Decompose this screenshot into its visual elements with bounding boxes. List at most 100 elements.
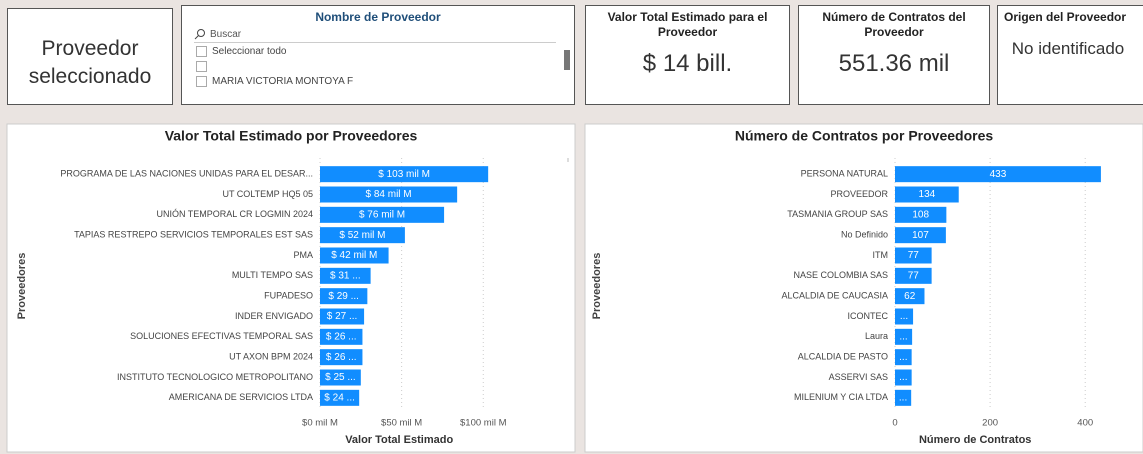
panel: [584, 123, 1143, 453]
bar: [320, 166, 489, 183]
slicer-title: Nombre de Proveedor: [315, 10, 441, 24]
search-icon: [194, 29, 205, 40]
value-label: 433: [990, 169, 1007, 180]
y-tick-label: INSTITUTO TECNOLOGICO METROPOLITANO: [117, 372, 313, 382]
selected-card: Proveedor seleccionado: [7, 8, 173, 105]
bar: [895, 349, 912, 366]
panel: [6, 123, 576, 453]
bar: [320, 288, 368, 305]
value-label: 62: [904, 291, 916, 302]
y-tick-label: PMA: [293, 250, 313, 260]
value-label: ...: [899, 331, 907, 342]
y-tick-label: NASE COLOMBIA SAS: [793, 270, 888, 280]
bar: [320, 389, 360, 406]
bar: [895, 369, 912, 386]
slicer-item[interactable]: MARIA VICTORIA MONTOYA F: [196, 74, 574, 89]
y-tick-label: AMERICANA DE SERVICIOS LTDA: [169, 392, 313, 402]
bar: [895, 186, 959, 203]
selected-text: Proveedor seleccionado: [28, 37, 152, 88]
x-axis-title: Valor Total Estimado: [345, 434, 453, 446]
y-tick-label: PROGRAMA DE LAS NACIONES UNIDAS PARA EL …: [60, 169, 313, 179]
bar: [320, 247, 389, 264]
bar: [895, 288, 925, 305]
scrollbar[interactable]: [564, 50, 570, 70]
kpi-card: Origen del Proveedor No identificado: [997, 5, 1143, 105]
x-tick-label: 0: [892, 418, 897, 429]
y-tick-label: TAPIAS RESTREPO SERVICIOS TEMPORALES EST…: [74, 230, 313, 240]
kpi-title: Valor Total Estimado para el Proveedor: [607, 10, 768, 39]
y-tick-label: ICONTEC: [848, 311, 889, 321]
chart-title: Valor Total Estimado por Proveedores: [165, 128, 418, 144]
kpi-card: Valor Total Estimado para el Proveedor $…: [585, 5, 790, 105]
y-axis-title: Proveedores: [591, 253, 603, 320]
value-label: 108: [912, 209, 929, 220]
search-text: Buscar: [210, 28, 242, 40]
y-tick-label: ALCALDIA DE PASTO: [798, 352, 888, 362]
x-tick-label: $100 mil M: [460, 418, 507, 429]
bar: [895, 328, 913, 345]
bar: [320, 267, 371, 284]
bar: [320, 308, 365, 325]
bar: [895, 389, 912, 406]
bar: [895, 206, 947, 223]
y-tick-label: MILENIUM Y CIA LTDA: [794, 392, 888, 402]
bar: [320, 349, 363, 366]
y-tick-label: MULTI TEMPO SAS: [232, 270, 313, 280]
value-label: ...: [900, 311, 908, 322]
bar: [895, 166, 1101, 183]
value-label: ...: [899, 392, 907, 403]
slicer-list: Seleccionar todo MARIA VICTORIA MONTOYA …: [196, 44, 574, 89]
x-tick-label: $0 mil M: [302, 418, 338, 429]
y-tick-label: TASMANIA GROUP SAS: [787, 209, 888, 219]
y-tick-label: ITM: [873, 250, 889, 260]
slicer-item[interactable]: Seleccionar todo: [196, 44, 574, 59]
bar: [320, 206, 445, 223]
y-tick-label: UNIÓN TEMPORAL CR LOGMIN 2024: [156, 209, 313, 219]
bar: [895, 267, 932, 284]
value-label: $ 26 ...: [326, 352, 357, 363]
x-axis-title: Número de Contratos: [919, 434, 1031, 446]
search-box[interactable]: Buscar: [194, 28, 574, 40]
value-label: $ 103 mil M: [378, 169, 430, 180]
bar: [895, 308, 914, 325]
value-label: 107: [912, 230, 929, 241]
y-tick-label: No Definido: [841, 230, 888, 240]
item-text: Seleccionar todo: [212, 46, 287, 57]
y-tick-label: Laura: [865, 331, 888, 341]
bar: [320, 328, 363, 345]
y-tick-label: FUPADESO: [264, 291, 313, 301]
kpi-title: Número de Contratos del Proveedor: [822, 10, 966, 39]
y-tick-label: UT AXON BPM 2024: [229, 352, 313, 362]
value-label: $ 76 mil M: [359, 209, 405, 220]
bar: [320, 186, 458, 203]
value-label: 77: [908, 250, 920, 261]
y-tick-label: ASSERVI SAS: [829, 372, 888, 382]
kpi-card: Número de Contratos del Proveedor 551.36…: [798, 5, 990, 105]
value-label: ...: [899, 372, 907, 383]
value-label: ...: [899, 352, 907, 363]
chart-title: Número de Contratos por Proveedores: [735, 128, 993, 144]
x-tick-label: 200: [982, 418, 998, 429]
kpi-value: No identificado: [1011, 39, 1125, 58]
slicer: Nombre de Proveedor Buscar Seleccionar t…: [181, 5, 575, 105]
value-label: 77: [908, 270, 920, 281]
value-label: 134: [919, 189, 936, 200]
y-tick-label: ALCALDIA DE CAUCASIA: [781, 291, 888, 301]
kpi-value: $ 14 bill.: [642, 50, 733, 77]
y-tick-label: INDER ENVIGADO: [235, 311, 313, 321]
slicer-item[interactable]: [196, 59, 574, 74]
kpi-value: 551.36 mil: [838, 50, 950, 77]
y-tick-label: PERSONA NATURAL: [801, 169, 888, 179]
bar: [895, 227, 946, 244]
value-label: $ 42 mil M: [331, 250, 377, 261]
y-axis-title: Proveedores: [16, 253, 28, 320]
bar: [320, 227, 405, 244]
x-tick-label: 400: [1077, 418, 1093, 429]
value-label: $ 31 ...: [330, 270, 361, 281]
value-label: $ 52 mil M: [339, 230, 385, 241]
item-text: MARIA VICTORIA MONTOYA F: [212, 76, 354, 87]
value-label: $ 84 mil M: [366, 189, 412, 200]
value-label: $ 26 ...: [326, 331, 357, 342]
kpi-title: Origen del Proveedor: [1004, 10, 1127, 24]
